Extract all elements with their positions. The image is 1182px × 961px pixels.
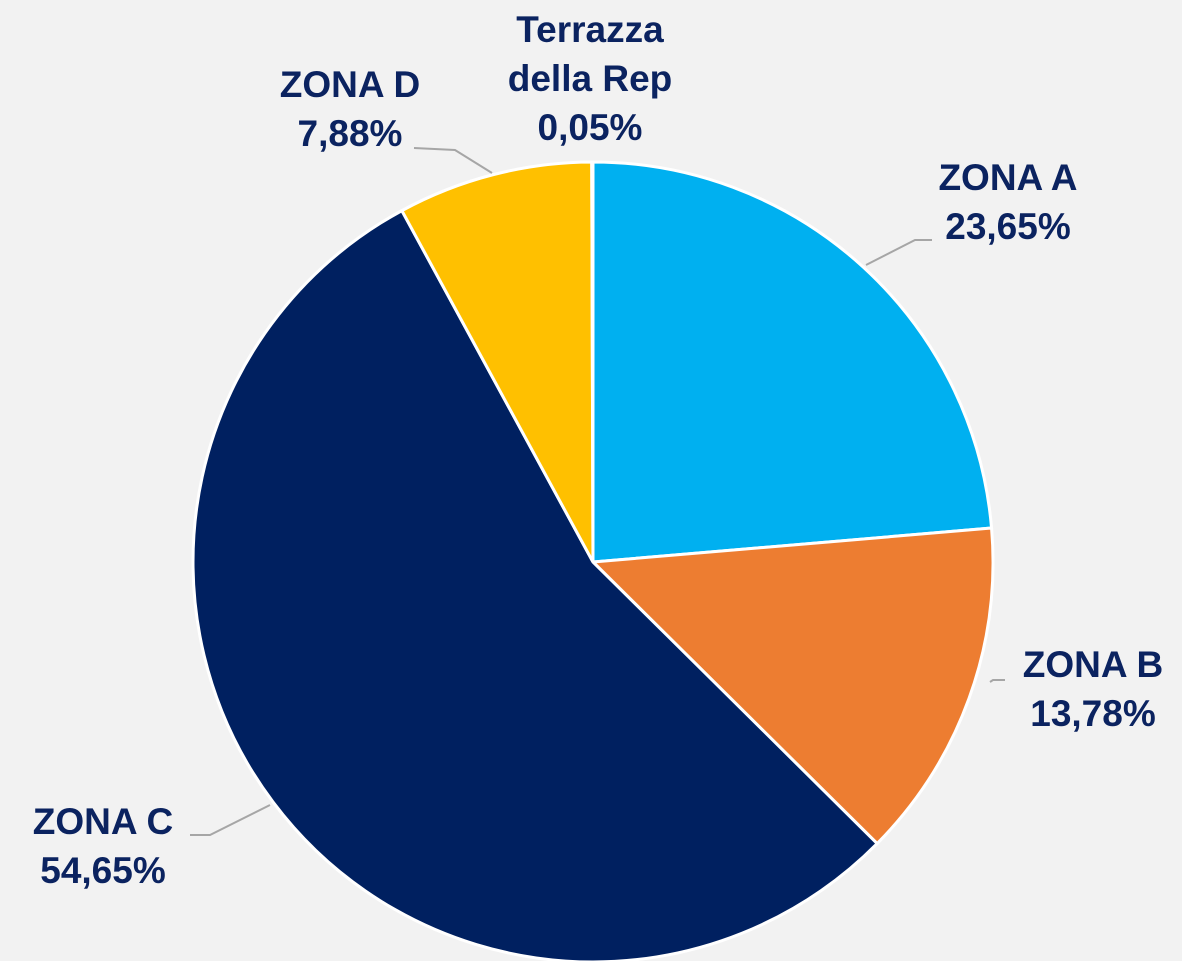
category-label: Terrazza della Rep <box>507 9 673 99</box>
value-label: 23,65% <box>945 206 1071 247</box>
leader-line <box>190 804 271 836</box>
pie-slice <box>589 526 995 846</box>
value-label: 54,65% <box>40 850 166 891</box>
pie-slice <box>399 160 595 563</box>
data-label: Terrazza della Rep 0,05% <box>475 5 705 152</box>
pie-slice <box>591 160 994 564</box>
category-label: ZONA C <box>32 801 174 842</box>
category-label: ZONA D <box>279 64 421 105</box>
category-label: ZONA A <box>938 157 1078 198</box>
pie-slice <box>191 208 880 961</box>
leader-line <box>413 147 493 174</box>
category-label: ZONA B <box>1022 644 1164 685</box>
value-label: 13,78% <box>1030 693 1156 734</box>
value-label: 0,05% <box>537 107 643 148</box>
value-label: 7,88% <box>297 113 403 154</box>
leader-line <box>989 679 1005 683</box>
leader-line <box>865 239 932 266</box>
pie-slice <box>590 160 595 563</box>
data-label: ZONA B 13,78% <box>978 640 1182 738</box>
data-label: ZONA A 23,65% <box>893 153 1123 251</box>
data-label: ZONA C 54,65% <box>0 797 218 895</box>
data-label: ZONA D 7,88% <box>235 60 465 158</box>
